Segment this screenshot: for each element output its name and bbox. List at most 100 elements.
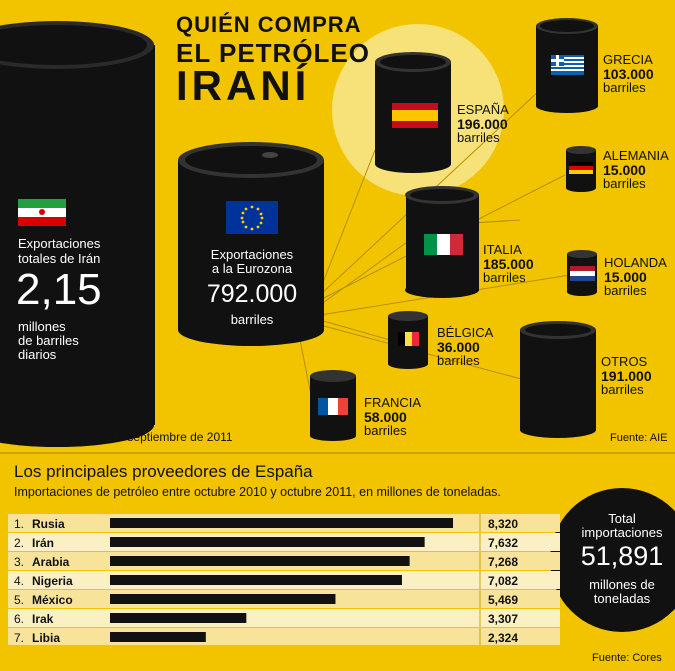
country-unit: barriles (603, 80, 646, 95)
eurozona-label-line-1: Exportaciones (210, 247, 294, 262)
bar-category-label: 2. Irán (14, 536, 54, 550)
country-value: 15.000 (603, 162, 646, 178)
country-name: OTROS (601, 354, 648, 369)
iran-unit-line-1: millones (18, 319, 66, 334)
title-line-2: EL PETRÓLEO (176, 38, 370, 68)
total-unit: millones de toneladas (552, 578, 675, 606)
bar-category-label: 3. Arabia (14, 555, 69, 569)
country-unit: barriles (603, 176, 646, 191)
section-divider (0, 452, 675, 454)
country-value: 15.000 (604, 269, 647, 285)
label-alemania: ALEMANIA 15.000 barriles (603, 149, 669, 191)
bar-value-label: 7,082 (488, 574, 519, 588)
title-line-3: IRANÍ (176, 62, 311, 109)
source-top: Fuente: AIE (610, 432, 668, 444)
holland-flag-icon (570, 266, 595, 281)
total-label: Total importaciones (552, 512, 675, 540)
suppliers-bar-chart (8, 514, 560, 645)
france-flag-icon (318, 398, 348, 415)
label-otros: OTROS 191.000 barriles (601, 355, 652, 397)
country-unit: barriles (483, 270, 526, 285)
country-value: 191.000 (601, 368, 652, 384)
total-circle (550, 488, 675, 632)
bar-category-name: Irán (32, 536, 55, 550)
label-belgica: BÉLGICA 36.000 barriles (437, 326, 493, 368)
eurozona-barrel (178, 142, 324, 346)
total-label-line-2: importaciones (581, 525, 663, 540)
total-unit-line-2: toneladas (593, 591, 651, 606)
bar-category-label: 6. Irak (14, 612, 53, 626)
bar-rank: 6. (14, 612, 25, 626)
total-label-line-1: Total (608, 511, 636, 526)
bar-nigeria (110, 575, 402, 585)
bar-row-background (8, 609, 560, 627)
country-name: GRECIA (603, 52, 653, 67)
eurozona-value: 792.000 (206, 280, 298, 308)
iran-label-line-2: totales de Irán (18, 251, 101, 266)
eu-flag-icon (226, 201, 278, 234)
country-name: ESPAÑA (457, 102, 509, 117)
bar-category-name: Arabia (32, 555, 70, 569)
country-unit: barriles (364, 423, 407, 438)
greece-flag-icon (551, 55, 584, 75)
bar-value-label: 7,268 (488, 555, 519, 569)
label-holanda: HOLANDA 15.000 barriles (604, 256, 667, 298)
label-espana: ESPAÑA 196.000 barriles (457, 103, 509, 145)
bar-value-label: 5,469 (488, 593, 519, 607)
bar-value-label: 2,324 (488, 631, 519, 645)
label-italia: ITALIA 185.000 barriles (483, 243, 534, 285)
source-bottom: Fuente: Cores (592, 652, 662, 664)
country-value: 196.000 (457, 116, 508, 132)
bar-category-label: 5. México (14, 593, 73, 607)
bar-category-label: 1. Rusia (14, 517, 65, 531)
country-unit: barriles (604, 283, 647, 298)
eurozona-label-line-2: a la Eurozona (211, 261, 293, 276)
iran-value: 2,15 (16, 265, 102, 314)
iran-label: Exportaciones totales de Irán (18, 236, 100, 266)
footnote: Datos de enero a septiembre de 2011 (32, 430, 233, 444)
country-unit: barriles (601, 382, 644, 397)
germany-flag-icon (569, 162, 593, 174)
total-unit-line-1: millones de (589, 577, 655, 592)
country-name: ITALIA (483, 242, 522, 257)
otros-barrel (520, 321, 596, 438)
bar-rank: 4. (14, 574, 25, 588)
bar-rank: 3. (14, 555, 25, 569)
country-value: 58.000 (364, 409, 407, 425)
bar-rank: 1. (14, 517, 25, 531)
country-name: BÉLGICA (437, 325, 494, 340)
belgium-flag-icon (398, 332, 419, 346)
suppliers-subtitle: Importaciones de petróleo entre octubre … (14, 485, 501, 499)
bar-row-background (8, 628, 560, 645)
bar-value-label: 3,307 (488, 612, 519, 626)
bar-libia (110, 632, 206, 642)
spain-barrel (375, 52, 451, 173)
suppliers-title: Los principales proveedores de España (14, 462, 313, 481)
eurozona-label: Exportaciones a la Eurozona (190, 248, 314, 276)
bar-category-name: Libia (32, 631, 61, 645)
bar-rank: 5. (14, 593, 25, 607)
label-francia: FRANCIA 58.000 barriles (364, 396, 421, 438)
iran-barrel (0, 21, 155, 447)
iran-label-line-1: Exportaciones (18, 236, 101, 251)
spain-flag-icon (392, 103, 438, 128)
bar-rusia (110, 518, 453, 528)
bar-category-name: Irak (32, 612, 54, 626)
country-name: ALEMANIA (603, 148, 669, 163)
bar-category-label: 7. Libia (14, 631, 60, 645)
bar-irak (110, 613, 247, 623)
country-value: 103.000 (603, 66, 654, 82)
bar-irán (110, 537, 425, 547)
bar-category-name: Rusia (32, 517, 65, 531)
iran-unit: millones de barriles diarios (18, 320, 79, 362)
bar-value-label: 7,632 (488, 536, 519, 550)
bar-méxico (110, 594, 336, 604)
eurozona-unit: barriles (230, 312, 274, 327)
bar-rank: 7. (14, 631, 25, 645)
country-name: FRANCIA (364, 395, 422, 410)
iran-flag-icon (18, 199, 66, 226)
bar-category-name: México (32, 593, 73, 607)
bar-rank: 2. (14, 536, 25, 550)
country-name: HOLANDA (604, 255, 667, 270)
